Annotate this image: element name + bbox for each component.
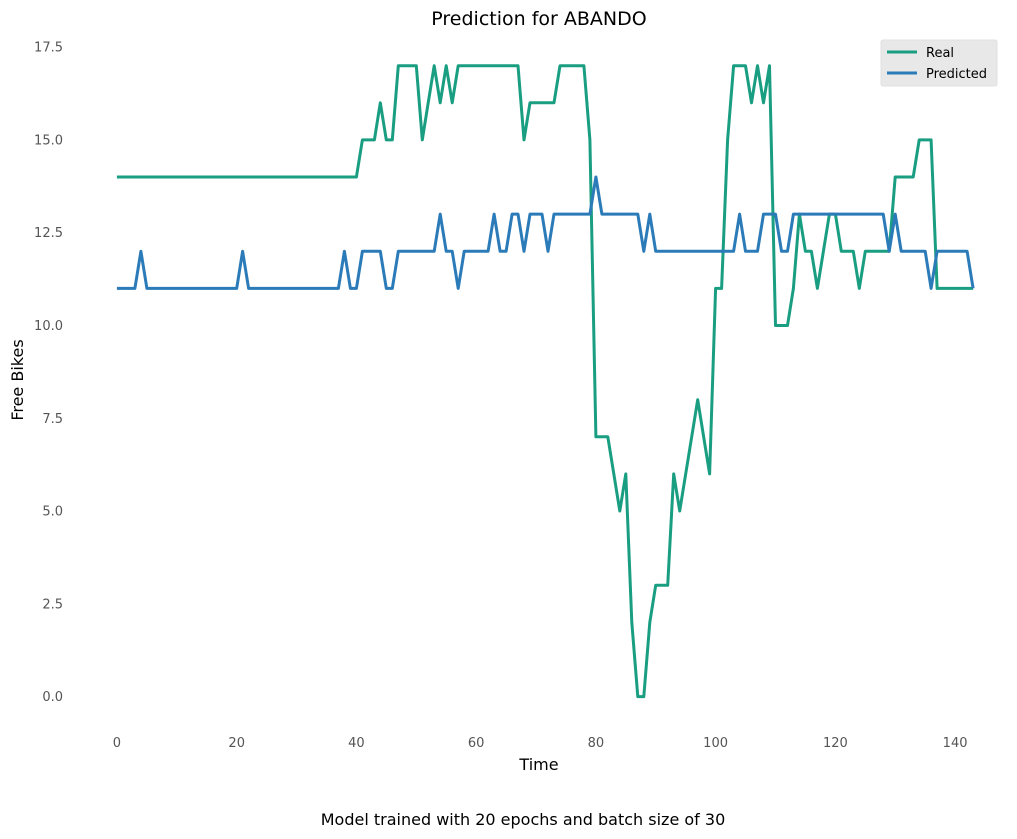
y-axis-tick-labels: 0.0 2.5 5.0 7.5 10.0 12.5 15.0 17.5	[34, 41, 63, 705]
y-tick-label: 5.0	[42, 505, 63, 520]
y-tick-label: 0.0	[42, 690, 63, 705]
legend-label-real: Real	[926, 46, 954, 61]
legend-label-predicted: Predicted	[926, 67, 987, 82]
series-lines	[116, 64, 975, 699]
chart-caption: Model trained with 20 epochs and batch s…	[321, 810, 726, 829]
y-tick-label: 17.5	[34, 41, 63, 56]
y-tick-label: 2.5	[42, 597, 63, 612]
x-tick-label: 140	[943, 736, 968, 751]
x-tick-label: 80	[588, 736, 605, 751]
legend: Real Predicted	[880, 39, 998, 87]
x-tick-label: 100	[703, 736, 728, 751]
x-tick-label: 20	[228, 736, 245, 751]
y-tick-label: 10.0	[34, 319, 63, 334]
y-tick-label: 15.0	[34, 133, 63, 148]
x-tick-label: 120	[823, 736, 848, 751]
y-axis-title: Free Bikes	[8, 339, 27, 420]
x-axis-title: Time	[518, 755, 558, 774]
x-axis-tick-labels: 0 20 40 60 80 100 120 140	[113, 736, 968, 751]
chart-title: Prediction for ABANDO	[431, 8, 646, 30]
x-tick-label: 60	[468, 736, 485, 751]
x-tick-label: 40	[348, 736, 365, 751]
y-tick-label: 12.5	[34, 226, 63, 241]
x-tick-label: 0	[113, 736, 121, 751]
series-line-predicted	[116, 175, 975, 290]
y-tick-label: 7.5	[42, 412, 63, 427]
